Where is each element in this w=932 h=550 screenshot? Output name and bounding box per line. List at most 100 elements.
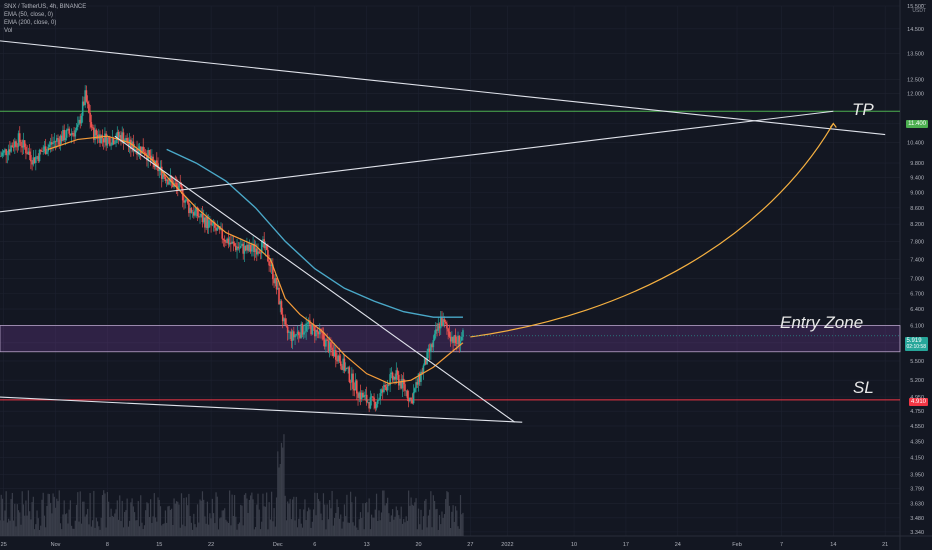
candle-body: [168, 182, 170, 185]
candle-body: [444, 322, 447, 324]
candle-body: [378, 399, 380, 400]
candle-body: [125, 138, 127, 141]
volume-bar: [446, 491, 448, 536]
candle-body: [197, 215, 200, 217]
candle-body: [222, 238, 225, 240]
candle-body: [122, 132, 125, 144]
candle-body: [348, 367, 351, 382]
volume-bar: [301, 527, 304, 536]
x-tick-label: 15: [156, 542, 162, 548]
candle-body: [0, 155, 3, 157]
volume-bar: [372, 517, 374, 536]
volume-bar: [138, 526, 141, 536]
volume-bar: [206, 501, 209, 536]
candle-body: [288, 332, 290, 333]
volume-bar: [200, 500, 202, 536]
volume-bar: [267, 529, 269, 536]
candle-body: [4, 149, 6, 151]
candle-body: [17, 133, 20, 147]
candle-body: [217, 226, 220, 229]
candle-body: [379, 393, 382, 400]
volume-bar: [110, 508, 112, 536]
candle-body: [212, 222, 215, 225]
candle-body: [400, 381, 403, 389]
volume-bar: [74, 520, 76, 536]
candle-body: [276, 287, 279, 290]
candle-body: [427, 348, 430, 352]
candle-body: [247, 244, 249, 251]
volume-bar: [374, 509, 376, 536]
candle-body: [58, 139, 61, 145]
trend-line-wedge-bottom: [0, 396, 523, 423]
candle-body: [53, 141, 56, 143]
chart-legend: SNX / TetherUS, 4h, BINANCE EMA (50, clo…: [4, 3, 86, 35]
volume-bar: [67, 523, 69, 536]
volume-bar: [443, 514, 446, 536]
candle-body: [460, 336, 463, 341]
volume-bar: [305, 520, 307, 536]
candle-body: [185, 199, 188, 201]
candle-body: [437, 323, 440, 331]
candle-body: [81, 101, 84, 116]
ema200-line: [166, 148, 463, 318]
volume-bar: [6, 522, 9, 536]
volume-bar: [195, 527, 197, 536]
volume-bar: [403, 519, 405, 536]
candle-body: [138, 146, 141, 152]
x-tick-label: 27: [467, 542, 473, 548]
volume-bar: [32, 496, 34, 536]
candle-body: [339, 361, 342, 366]
y-tick-label: 12.500: [907, 78, 924, 84]
candle-body: [79, 119, 82, 124]
volume-bar: [215, 492, 217, 536]
candle-body: [195, 207, 198, 211]
volume-bar: [225, 519, 227, 536]
candle-body: [275, 277, 278, 290]
volume-bar: [79, 491, 81, 536]
volume-bar: [387, 497, 389, 536]
volume-bar: [350, 491, 352, 536]
candle-body: [358, 392, 361, 398]
volume-bar: [364, 503, 367, 536]
volume-bar: [19, 512, 21, 536]
candle-body: [353, 388, 356, 391]
y-tick-label: 6.700: [910, 291, 924, 297]
volume-bar: [143, 525, 146, 536]
volume-bar: [17, 510, 20, 536]
volume-bar: [299, 509, 301, 536]
candle-body: [121, 132, 124, 142]
volume-bar: [190, 522, 192, 536]
volume-bar: [399, 518, 401, 536]
candle-body: [85, 90, 88, 102]
candle-body: [438, 323, 441, 329]
candle-body: [174, 182, 177, 184]
candle-body: [272, 264, 274, 280]
candle-body: [374, 401, 377, 409]
candle-body: [54, 141, 57, 142]
volume-bar: [259, 529, 262, 536]
volume-bar: [153, 493, 155, 536]
candle-body: [462, 330, 464, 337]
candle-body: [442, 319, 445, 327]
candle-body: [399, 381, 401, 386]
volume-bar: [362, 503, 364, 536]
y-tick-label: 7.800: [910, 239, 924, 245]
volume-bar: [404, 522, 406, 536]
volume-bar: [151, 522, 153, 536]
candle-body: [289, 331, 291, 333]
volume-bar: [5, 491, 7, 536]
candle-body: [291, 331, 294, 341]
candle-body: [6, 154, 9, 156]
volume-bar: [193, 513, 195, 536]
volume-bar: [69, 500, 71, 536]
volume-bar: [210, 518, 212, 536]
volume-bar: [243, 494, 246, 536]
candle-body: [221, 228, 224, 239]
candle-body: [343, 358, 346, 371]
volume-bar: [354, 496, 357, 536]
candle-body: [280, 301, 283, 315]
volume-bar: [317, 499, 320, 536]
trend-line-ascending: [0, 110, 834, 213]
sl-annotation: SL: [853, 378, 874, 397]
